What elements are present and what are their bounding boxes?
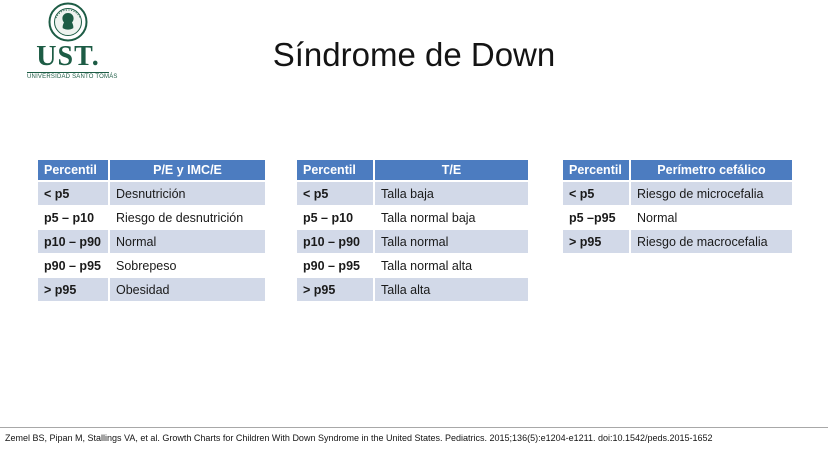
table-row: < p5 Talla baja — [297, 182, 528, 206]
table-row: p5 – p10 Riesgo de desnutrición — [38, 206, 265, 230]
percentile-cell: p90 – p95 — [297, 254, 375, 278]
value-cell: Talla normal — [375, 230, 528, 254]
percentile-cell: p10 – p90 — [297, 230, 375, 254]
header-percentil: Percentil — [563, 160, 631, 182]
table-row: > p95 Obesidad — [38, 278, 265, 302]
percentile-cell: > p95 — [297, 278, 375, 302]
value-cell: Talla alta — [375, 278, 528, 302]
table-row: > p95 Talla alta — [297, 278, 528, 302]
citation-text: Zemel BS, Pipan M, Stallings VA, et al. … — [5, 433, 713, 443]
table-te: Percentil T/E < p5 Talla baja p5 – p10 T… — [297, 160, 528, 302]
percentile-cell: p10 – p90 — [38, 230, 110, 254]
slide-title: Síndrome de Down — [272, 36, 556, 73]
table-row: p10 – p90 Talla normal — [297, 230, 528, 254]
value-cell: Riesgo de macrocefalia — [631, 230, 792, 254]
value-cell: Talla baja — [375, 182, 528, 206]
value-cell: Normal — [631, 206, 792, 230]
header-perimetro: Perímetro cefálico — [631, 160, 792, 182]
header-pe-imce: P/E y IMC/E — [110, 160, 265, 182]
percentile-cell: p5 –p95 — [563, 206, 631, 230]
value-cell: Obesidad — [110, 278, 265, 302]
value-cell: Talla normal alta — [375, 254, 528, 278]
logo-acronym: UST. — [36, 41, 100, 72]
percentile-cell: > p95 — [38, 278, 110, 302]
university-seal-icon — [48, 2, 88, 42]
table-row: p90 – p95 Sobrepeso — [38, 254, 265, 278]
header-te: T/E — [375, 160, 528, 182]
percentile-cell: p90 – p95 — [38, 254, 110, 278]
university-logo: UST. UNIVERSIDAD SANTO TOMÁS — [27, 2, 118, 80]
table-row: p90 – p95 Talla normal alta — [297, 254, 528, 278]
percentile-cell: p5 – p10 — [297, 206, 375, 230]
percentile-cell: < p5 — [38, 182, 110, 206]
table-pe-imce: Percentil P/E y IMC/E < p5 Desnutrición … — [38, 160, 265, 302]
value-cell: Talla normal baja — [375, 206, 528, 230]
table-row: p10 – p90 Normal — [38, 230, 265, 254]
percentile-cell: < p5 — [563, 182, 631, 206]
value-cell: Sobrepeso — [110, 254, 265, 278]
table-row: p5 – p10 Talla normal baja — [297, 206, 528, 230]
percentile-cell: < p5 — [297, 182, 375, 206]
table-perimetro-cefalico: Percentil Perímetro cefálico < p5 Riesgo… — [563, 160, 792, 254]
table-row: < p5 Riesgo de microcefalia — [563, 182, 792, 206]
header-percentil: Percentil — [38, 160, 110, 182]
table-row: < p5 Desnutrición — [38, 182, 265, 206]
value-cell: Normal — [110, 230, 265, 254]
percentile-cell: > p95 — [563, 230, 631, 254]
table-header-row: Percentil P/E y IMC/E — [38, 160, 265, 182]
value-cell: Desnutrición — [110, 182, 265, 206]
table-header-row: Percentil Perímetro cefálico — [563, 160, 792, 182]
value-cell: Riesgo de microcefalia — [631, 182, 792, 206]
header-percentil: Percentil — [297, 160, 375, 182]
table-header-row: Percentil T/E — [297, 160, 528, 182]
table-row: > p95 Riesgo de macrocefalia — [563, 230, 792, 254]
value-cell: Riesgo de desnutrición — [110, 206, 265, 230]
table-row: p5 –p95 Normal — [563, 206, 792, 230]
percentile-cell: p5 – p10 — [38, 206, 110, 230]
footer-divider — [0, 427, 828, 428]
logo-institution: UNIVERSIDAD SANTO TOMÁS — [27, 72, 118, 80]
